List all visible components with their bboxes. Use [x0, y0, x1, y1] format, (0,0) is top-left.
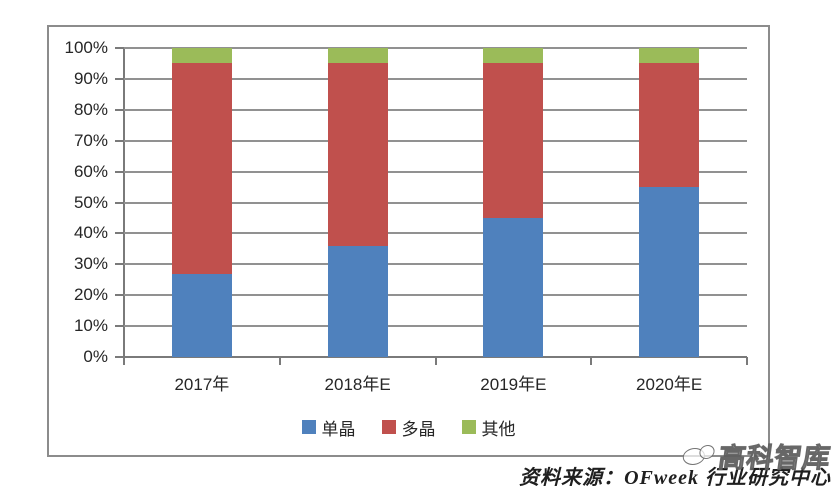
y-axis-label: 100% [64, 38, 108, 57]
bar-segment-多晶 [483, 63, 544, 218]
gridline [124, 263, 747, 266]
gridline [124, 108, 747, 111]
x-axis-tick [123, 357, 125, 365]
y-axis-label: 40% [73, 223, 108, 243]
bar-segment-单晶 [171, 273, 232, 357]
y-axis-label: 80% [73, 99, 108, 119]
y-axis-tick [115, 47, 124, 49]
x-axis-tick [434, 357, 437, 365]
gridline [124, 139, 747, 142]
y-axis-label: 30% [73, 254, 108, 274]
bar-segment-其他 [483, 48, 544, 64]
y-axis-tick [115, 108, 124, 111]
legend-item: 多晶 [381, 415, 436, 440]
x-axis-tick [590, 357, 593, 365]
legend-label: 多晶 [401, 419, 436, 439]
y-axis-tick [115, 170, 124, 173]
watermark: 高科智库 [680, 436, 833, 475]
y-axis-tick [115, 232, 124, 235]
source-note: 资料来源：OFweek 行业研究中心 [519, 467, 831, 489]
gridline [124, 232, 747, 235]
legend-item: 单晶 [301, 415, 356, 440]
gridline [124, 325, 747, 328]
bar-segment-多晶 [171, 63, 232, 274]
x-axis-tick [746, 357, 748, 365]
y-axis-label: 10% [73, 316, 108, 336]
y-axis-tick [115, 263, 124, 266]
legend-marker-icon [461, 420, 476, 434]
y-axis-label: 90% [73, 68, 108, 88]
bar-segment-其他 [171, 48, 232, 64]
y-axis-tick [115, 201, 124, 204]
y-axis-tick [115, 294, 124, 297]
bar-segment-多晶 [639, 63, 700, 188]
legend-item: 其他 [461, 415, 516, 440]
y-axis-label: 50% [73, 192, 108, 212]
legend-label: 其他 [481, 419, 516, 439]
x-axis-label: 2018年E [324, 375, 391, 394]
bar-segment-单晶 [327, 245, 388, 357]
watermark-text: 高科智库 [716, 443, 833, 474]
x-axis-label: 2019年E [480, 375, 547, 394]
bar-segment-其他 [639, 48, 700, 64]
y-axis-label: 0% [83, 347, 108, 366]
gridline [124, 201, 747, 204]
y-axis-tick [115, 139, 124, 142]
cloud-circles-logo-icon [681, 444, 718, 468]
y-axis-tick [115, 77, 124, 80]
x-axis-tick [278, 357, 281, 365]
gridline [124, 47, 747, 49]
legend-label: 单晶 [321, 419, 356, 439]
gridline [124, 294, 747, 297]
chart-frame: 0% 10% 20% 30% 40% 50% 60% 70% 80% 90% 100% 2017年 20… [47, 25, 770, 457]
legend-marker-icon [381, 420, 396, 434]
chart-legend: 单晶 多晶 其他 [49, 415, 768, 439]
y-axis-tick [115, 325, 124, 328]
bar-segment-单晶 [483, 217, 544, 357]
plot-area: 0% 10% 20% 30% 40% 50% 60% 70% 80% 90% 100% 2017年 20… [65, 39, 748, 394]
bar-segment-多晶 [327, 63, 388, 246]
x-axis-label: 2020年E [636, 375, 703, 394]
y-axis-label: 60% [73, 161, 108, 181]
gridline [124, 77, 747, 80]
legend-marker-icon [301, 420, 316, 434]
y-axis-label: 70% [73, 130, 108, 150]
y-axis-label: 20% [73, 285, 108, 305]
bar-segment-单晶 [639, 187, 700, 357]
x-axis-label: 2017年 [174, 375, 230, 394]
y-axis-tick [115, 356, 124, 358]
gridline [124, 170, 747, 173]
bar-segment-其他 [327, 48, 388, 64]
